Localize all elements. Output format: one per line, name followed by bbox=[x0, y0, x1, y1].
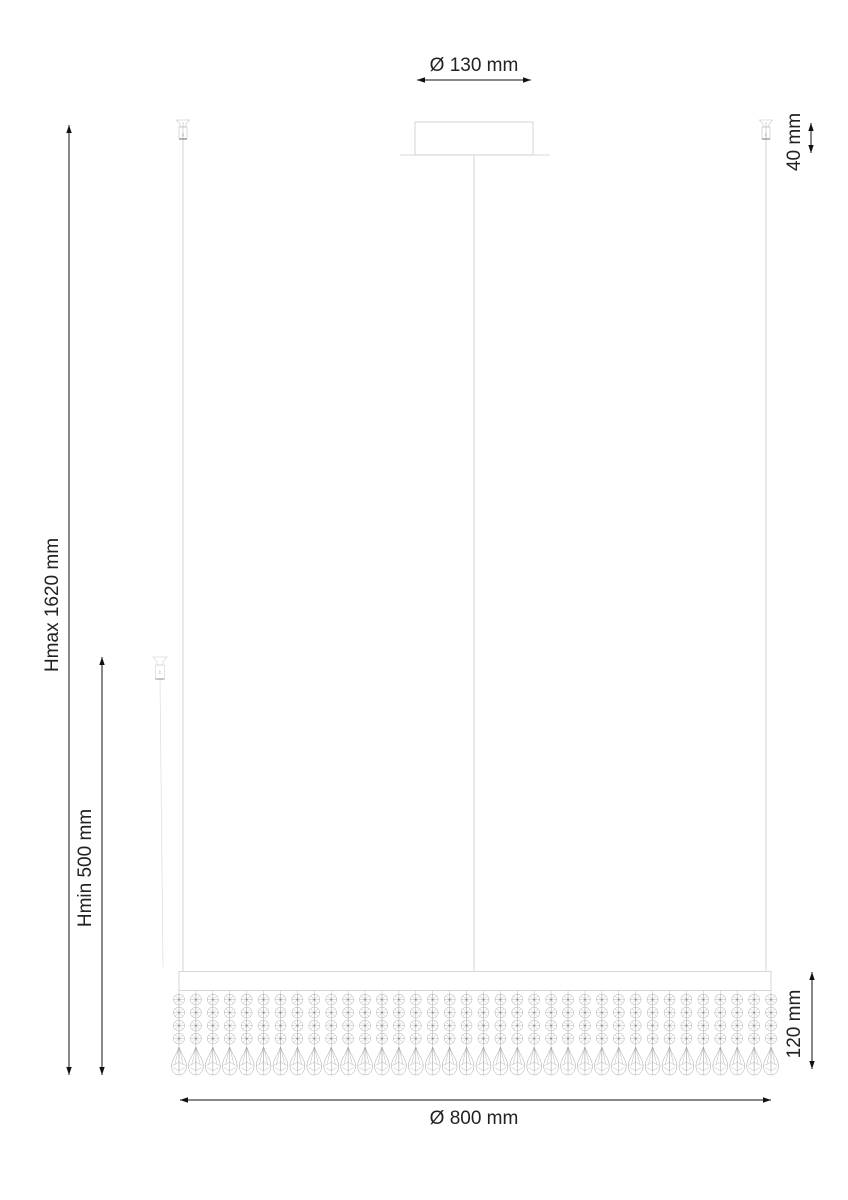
svg-text:Hmin 500 mm: Hmin 500 mm bbox=[75, 809, 96, 927]
svg-text:Hmax 1620 mm: Hmax 1620 mm bbox=[42, 538, 63, 672]
svg-text:b: b bbox=[159, 670, 162, 676]
svg-text:Ø 130 mm: Ø 130 mm bbox=[430, 55, 519, 76]
svg-text:40 mm: 40 mm bbox=[784, 113, 805, 171]
svg-text:Ø 800 mm: Ø 800 mm bbox=[430, 1108, 519, 1129]
svg-text:120 mm: 120 mm bbox=[784, 990, 805, 1059]
